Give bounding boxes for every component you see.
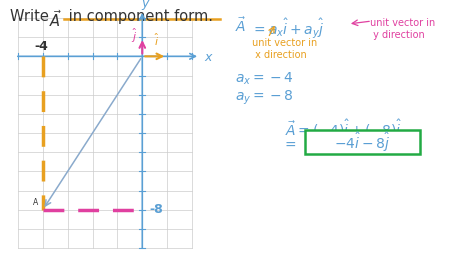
Text: $\hat{j}$: $\hat{j}$ — [131, 26, 137, 45]
Text: $= a_x\hat{i} + a_y\hat{j}$: $= a_x\hat{i} + a_y\hat{j}$ — [251, 16, 325, 40]
Text: =: = — [285, 139, 297, 153]
Text: $a_x = -4$: $a_x = -4$ — [235, 71, 294, 88]
Text: y: y — [142, 0, 149, 10]
Text: $\vec{A} = (-4)\hat{i} + (-8)\hat{j}$: $\vec{A} = (-4)\hat{i} + (-8)\hat{j}$ — [285, 118, 402, 141]
Text: -4: -4 — [34, 40, 48, 53]
Text: unit vector in
 x direction: unit vector in x direction — [252, 38, 317, 60]
Text: Write: Write — [10, 9, 54, 24]
Text: x: x — [204, 51, 211, 64]
Text: -8: -8 — [149, 203, 163, 216]
Text: $\vec{A}$: $\vec{A}$ — [235, 16, 246, 35]
Bar — [305, 130, 420, 154]
Text: $\hat{i}$: $\hat{i}$ — [154, 32, 159, 48]
Text: in component form.: in component form. — [64, 9, 213, 24]
Text: $\vec{A}$: $\vec{A}$ — [49, 9, 62, 30]
Text: A: A — [33, 198, 38, 207]
Text: $a_y = -8$: $a_y = -8$ — [235, 89, 294, 107]
Text: $-4\hat{i} - 8\hat{j}$: $-4\hat{i} - 8\hat{j}$ — [334, 130, 391, 154]
Text: unit vector in
 y direction: unit vector in y direction — [370, 18, 435, 40]
